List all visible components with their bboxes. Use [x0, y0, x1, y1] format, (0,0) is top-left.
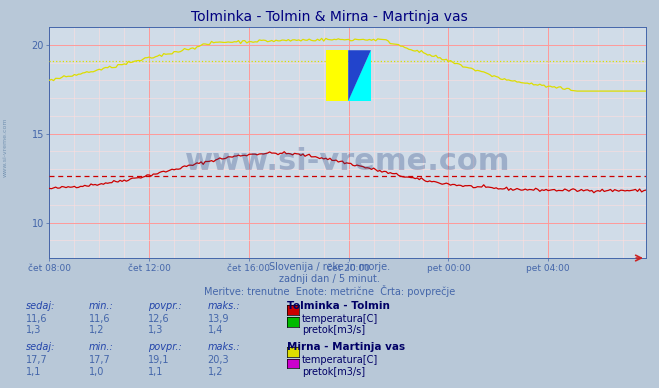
Text: 11,6: 11,6 [26, 314, 48, 324]
Text: 11,6: 11,6 [89, 314, 111, 324]
Text: min.:: min.: [89, 301, 114, 311]
Text: 17,7: 17,7 [89, 355, 111, 365]
Text: maks.:: maks.: [208, 301, 241, 311]
Text: 1,2: 1,2 [89, 325, 105, 335]
Text: zadnji dan / 5 minut.: zadnji dan / 5 minut. [279, 274, 380, 284]
Text: 13,9: 13,9 [208, 314, 229, 324]
Text: 1,3: 1,3 [26, 325, 42, 335]
Text: min.:: min.: [89, 342, 114, 352]
Text: Tolminka - Tolmin & Mirna - Martinja vas: Tolminka - Tolmin & Mirna - Martinja vas [191, 10, 468, 24]
Text: 1,1: 1,1 [148, 367, 163, 377]
Text: 1,1: 1,1 [26, 367, 42, 377]
Text: 17,7: 17,7 [26, 355, 48, 365]
Text: temperatura[C]: temperatura[C] [302, 355, 378, 365]
Bar [326, 50, 348, 101]
Text: sedaj:: sedaj: [26, 342, 56, 352]
Text: 20,3: 20,3 [208, 355, 229, 365]
Text: www.si-vreme.com: www.si-vreme.com [185, 147, 510, 175]
Text: 1,3: 1,3 [148, 325, 163, 335]
Text: 1,4: 1,4 [208, 325, 223, 335]
Text: 1,0: 1,0 [89, 367, 104, 377]
Text: 1,2: 1,2 [208, 367, 223, 377]
Polygon shape [348, 50, 371, 101]
Text: temperatura[C]: temperatura[C] [302, 314, 378, 324]
Text: 12,6: 12,6 [148, 314, 170, 324]
Polygon shape [348, 50, 371, 101]
Text: Meritve: trenutne  Enote: metrične  Črta: povprečje: Meritve: trenutne Enote: metrične Črta: … [204, 285, 455, 297]
Text: pretok[m3/s]: pretok[m3/s] [302, 367, 365, 377]
Text: povpr.:: povpr.: [148, 301, 182, 311]
Text: maks.:: maks.: [208, 342, 241, 352]
Text: pretok[m3/s]: pretok[m3/s] [302, 325, 365, 335]
Text: sedaj:: sedaj: [26, 301, 56, 311]
Text: Slovenija / reke in morje.: Slovenija / reke in morje. [269, 262, 390, 272]
Text: www.si-vreme.com: www.si-vreme.com [3, 118, 8, 177]
Text: Mirna - Martinja vas: Mirna - Martinja vas [287, 342, 405, 352]
Text: povpr.:: povpr.: [148, 342, 182, 352]
Text: 19,1: 19,1 [148, 355, 170, 365]
Text: Tolminka - Tolmin: Tolminka - Tolmin [287, 301, 389, 311]
